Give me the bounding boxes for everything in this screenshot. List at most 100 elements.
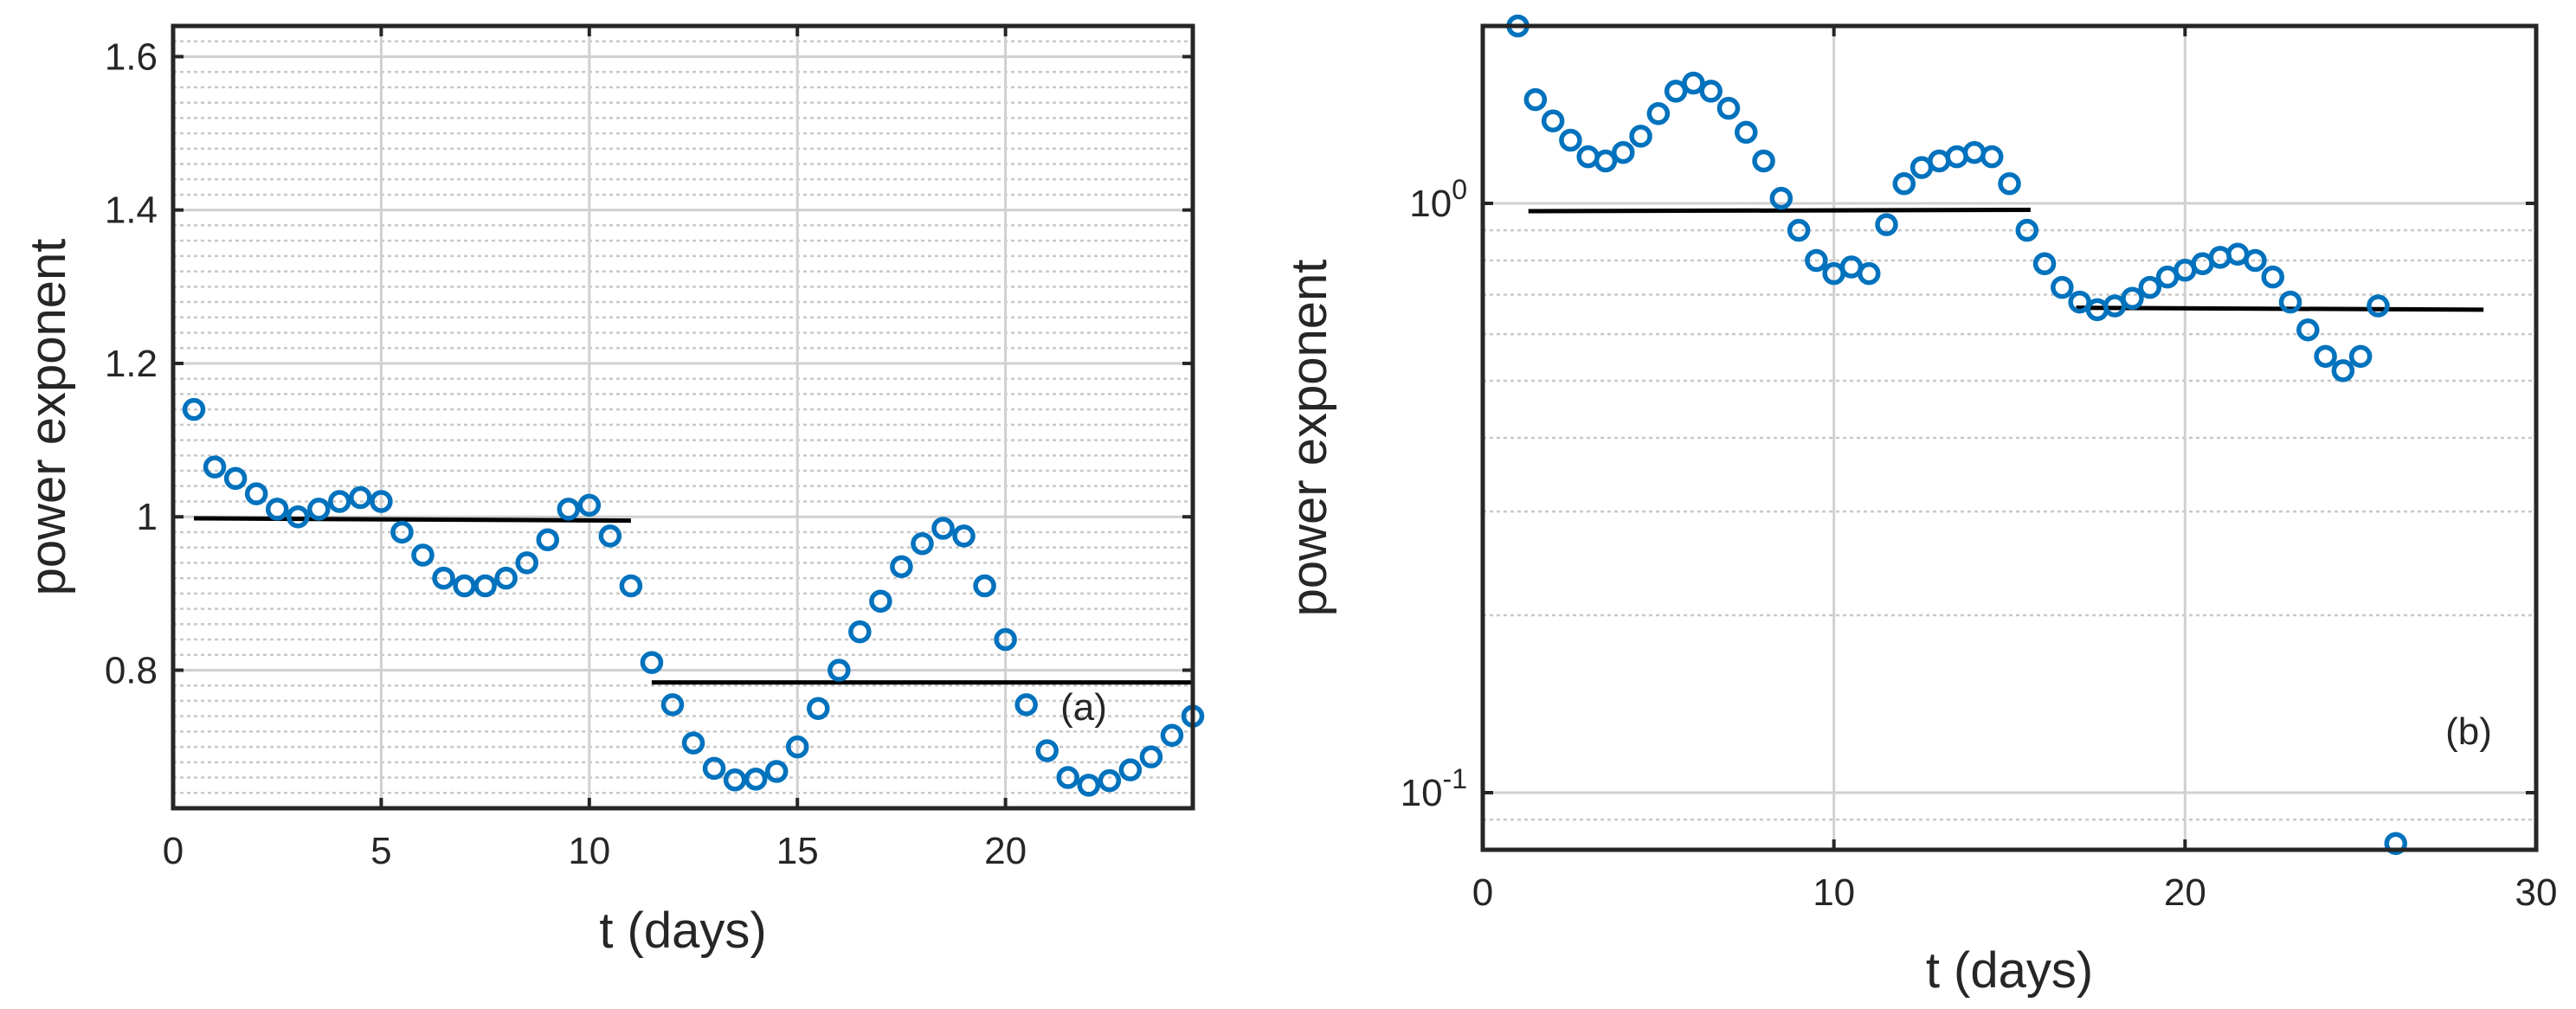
- data-point: [1629, 125, 1652, 148]
- data-point: [785, 735, 809, 759]
- data-point: [1735, 120, 1758, 145]
- data-point: [807, 697, 830, 721]
- axes-frame: [171, 23, 1195, 811]
- y-axis-label: power exponent: [20, 239, 76, 596]
- data-point: [1541, 109, 1565, 132]
- x-axis-label: t (days): [599, 903, 766, 959]
- data-point: [307, 498, 331, 521]
- data-point: [494, 566, 518, 590]
- data-point: [1160, 723, 1184, 748]
- x-tick-label: 15: [776, 830, 819, 872]
- data-point: [2348, 344, 2373, 369]
- data-point: [890, 555, 913, 579]
- data-point: [1523, 87, 1548, 112]
- data-point: [1664, 80, 1688, 103]
- data-point: [244, 482, 268, 505]
- data-point: [2051, 275, 2074, 299]
- data-point: [702, 756, 726, 781]
- panel-label: (b): [2445, 710, 2492, 753]
- data-point: [265, 498, 289, 521]
- y-tick-label: 1: [137, 496, 158, 538]
- data-point: [1980, 145, 2004, 169]
- data-point: [349, 485, 372, 510]
- y-tick-label: 1.2: [105, 343, 158, 385]
- x-tick-label: 10: [568, 830, 610, 872]
- data-point: [744, 768, 768, 791]
- data-point: [557, 498, 581, 521]
- y-tick-label: 10-1: [1401, 763, 1467, 814]
- data-point: [2278, 290, 2302, 314]
- data-point: [1787, 218, 1811, 242]
- data-point: [828, 659, 851, 682]
- data-point: [1892, 171, 1916, 196]
- data-point: [681, 731, 705, 755]
- data-point: [1682, 71, 1705, 95]
- data-point: [1769, 186, 1794, 210]
- data-point: [973, 574, 996, 598]
- y-tick-label: 1.4: [105, 190, 158, 232]
- data-point: [1716, 96, 1741, 120]
- data-point: [390, 520, 414, 544]
- data-point: [619, 574, 643, 598]
- data-point: [1699, 80, 1723, 103]
- data-point: [515, 551, 538, 575]
- data-point: [2367, 294, 2390, 318]
- data-point: [598, 524, 622, 548]
- data-point: [182, 397, 206, 421]
- data-point: [1035, 739, 1059, 762]
- chart-panel-a: 0 5 10 15 20 0.8 1 1.2 1.4 1.6 t (days) power expon…: [20, 23, 1205, 959]
- data-point: [1612, 140, 1635, 164]
- data-point: [2121, 286, 2144, 310]
- x-tick-label: 20: [984, 830, 1027, 872]
- data-point: [1805, 248, 1828, 273]
- x-tick-label: 20: [2164, 871, 2206, 914]
- y-tick-label: 100: [1409, 174, 1467, 225]
- fit-line: [2076, 305, 2484, 312]
- data-point: [453, 574, 476, 598]
- x-tick-label: 30: [2515, 871, 2558, 914]
- data-point: [2296, 318, 2320, 342]
- x-tick-label: 10: [1813, 871, 1855, 914]
- x-tick-label: 5: [370, 830, 391, 872]
- x-tick-label: 0: [163, 830, 184, 872]
- data-point: [931, 517, 955, 540]
- data-point: [328, 490, 351, 513]
- data-point: [370, 490, 393, 513]
- data-point: [994, 627, 1017, 652]
- data-point: [1014, 693, 1038, 717]
- data-point: [1857, 261, 1881, 286]
- x-axis-label: t (days): [1926, 942, 2093, 999]
- data-point: [1056, 766, 1080, 789]
- data-point: [911, 531, 934, 556]
- data-point: [848, 620, 872, 644]
- data-point: [1998, 171, 2021, 196]
- data-point: [2208, 246, 2232, 269]
- y-tick-label: 0.8: [105, 649, 158, 691]
- data-point: [473, 574, 497, 598]
- fit-line: [194, 516, 631, 524]
- data-point: [1118, 758, 1143, 781]
- data-point: [2261, 265, 2284, 289]
- data-point: [2331, 359, 2355, 382]
- data-point: [1752, 149, 1775, 173]
- panel-label: (a): [1060, 686, 1107, 729]
- data-point: [1594, 149, 1618, 173]
- data-point: [640, 651, 664, 674]
- data-point: [723, 768, 747, 792]
- data-point: [286, 504, 310, 529]
- data-point: [203, 455, 227, 479]
- data-point: [1139, 745, 1163, 768]
- data-point: [2138, 275, 2162, 299]
- data-point: [2314, 344, 2337, 369]
- data-point: [536, 528, 559, 552]
- x-tick-label: 0: [1472, 871, 1493, 914]
- data-point: [660, 693, 685, 717]
- data-point: [869, 589, 892, 613]
- data-point: [1646, 102, 1671, 125]
- data-point: [223, 466, 248, 491]
- data-point: [577, 493, 602, 517]
- data-point: [1875, 213, 1898, 236]
- data-point: [2015, 218, 2039, 242]
- data-point: [2384, 832, 2407, 855]
- chart-panel-b: 0 10 20 30 10-1 100 t (days) power exponent (b): [1281, 14, 2558, 999]
